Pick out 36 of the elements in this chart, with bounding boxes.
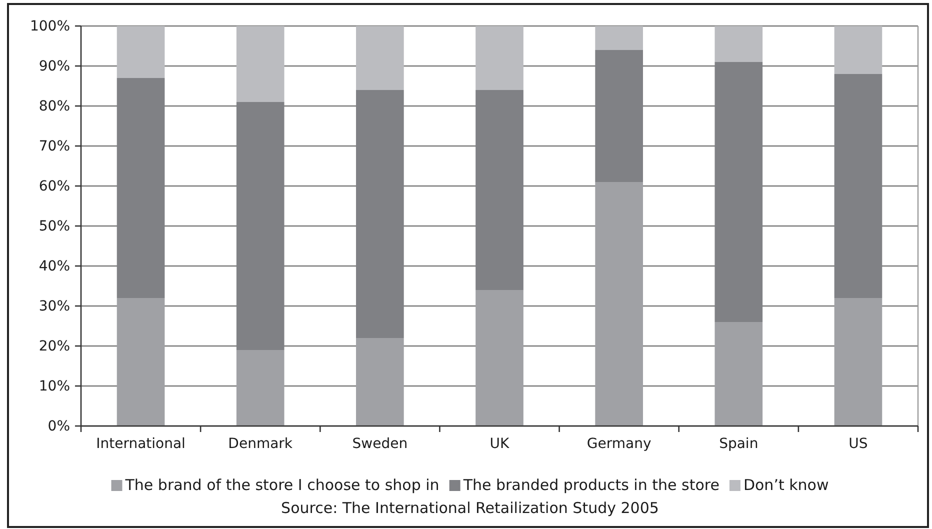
bar (595, 26, 643, 50)
bar (236, 350, 284, 426)
y-tick-label: 40% (38, 258, 70, 274)
x-tick-label: US (848, 436, 868, 452)
y-tick-label: 20% (38, 338, 70, 354)
y-tick-label: 70% (38, 138, 70, 154)
y-tick-label: 50% (38, 218, 70, 234)
y-tick-label: 60% (38, 178, 70, 194)
legend-label: Don’t know (743, 476, 829, 494)
y-tick-label: 10% (38, 378, 70, 394)
x-tick-label: Germany (586, 436, 652, 452)
legend-label: The branded products in the store (462, 476, 720, 494)
bar (834, 298, 882, 426)
y-tick-label: 0% (48, 418, 70, 434)
legend-label: The brand of the store I choose to shop in (124, 476, 440, 494)
x-tick-label: UK (490, 436, 510, 452)
y-tick-label: 80% (38, 98, 70, 114)
bar (714, 26, 763, 62)
x-tick-label: Sweden (352, 436, 408, 452)
source-note: Source: The International Retailization Study 2005 (281, 499, 659, 517)
y-tick-label: 100% (30, 18, 70, 34)
bar (236, 26, 284, 102)
bar (714, 322, 763, 426)
bar (356, 338, 404, 426)
bar (356, 26, 404, 90)
x-tick-label: International (96, 436, 186, 452)
y-tick-label: 90% (38, 58, 70, 74)
x-tick-label: Denmark (228, 436, 294, 452)
bar (116, 26, 165, 78)
bar (595, 182, 643, 426)
bar (834, 26, 882, 74)
bar (476, 26, 524, 90)
x-tick-label: Spain (719, 436, 758, 452)
bar (476, 290, 524, 426)
bar (116, 298, 165, 426)
y-tick-label: 30% (38, 298, 70, 314)
